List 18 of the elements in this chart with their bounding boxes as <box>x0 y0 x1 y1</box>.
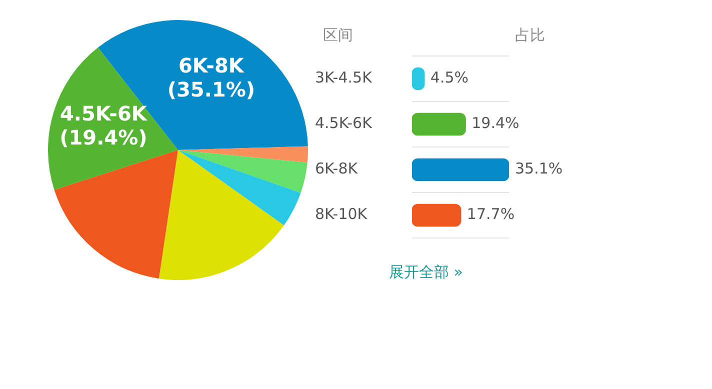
bar <box>412 112 466 136</box>
data-label: (19.4%) <box>60 125 148 150</box>
slice-label: 4.5K-6K <box>60 101 148 126</box>
y-axis-title: 区间 <box>323 26 353 44</box>
bar <box>412 204 462 227</box>
data-label: 4.5% <box>430 68 469 87</box>
y-tick-label: 4.5K-6K <box>315 114 374 132</box>
data-label: 17.7% <box>466 205 515 224</box>
data-label: 35.1% <box>515 160 563 178</box>
y-tick-label: 3K-4.5K <box>315 68 374 87</box>
slice-label: 6K-8K <box>178 54 246 78</box>
data-label: (35.1%) <box>167 78 256 102</box>
y-tick-label: 6K-8K <box>315 160 359 178</box>
y-tick-label: 8K-10K <box>315 205 368 224</box>
x-axis-title: 占比 <box>515 26 545 44</box>
data-label: 19.4% <box>472 114 520 132</box>
bar <box>412 158 509 182</box>
text: 展开全部 » <box>389 263 463 282</box>
